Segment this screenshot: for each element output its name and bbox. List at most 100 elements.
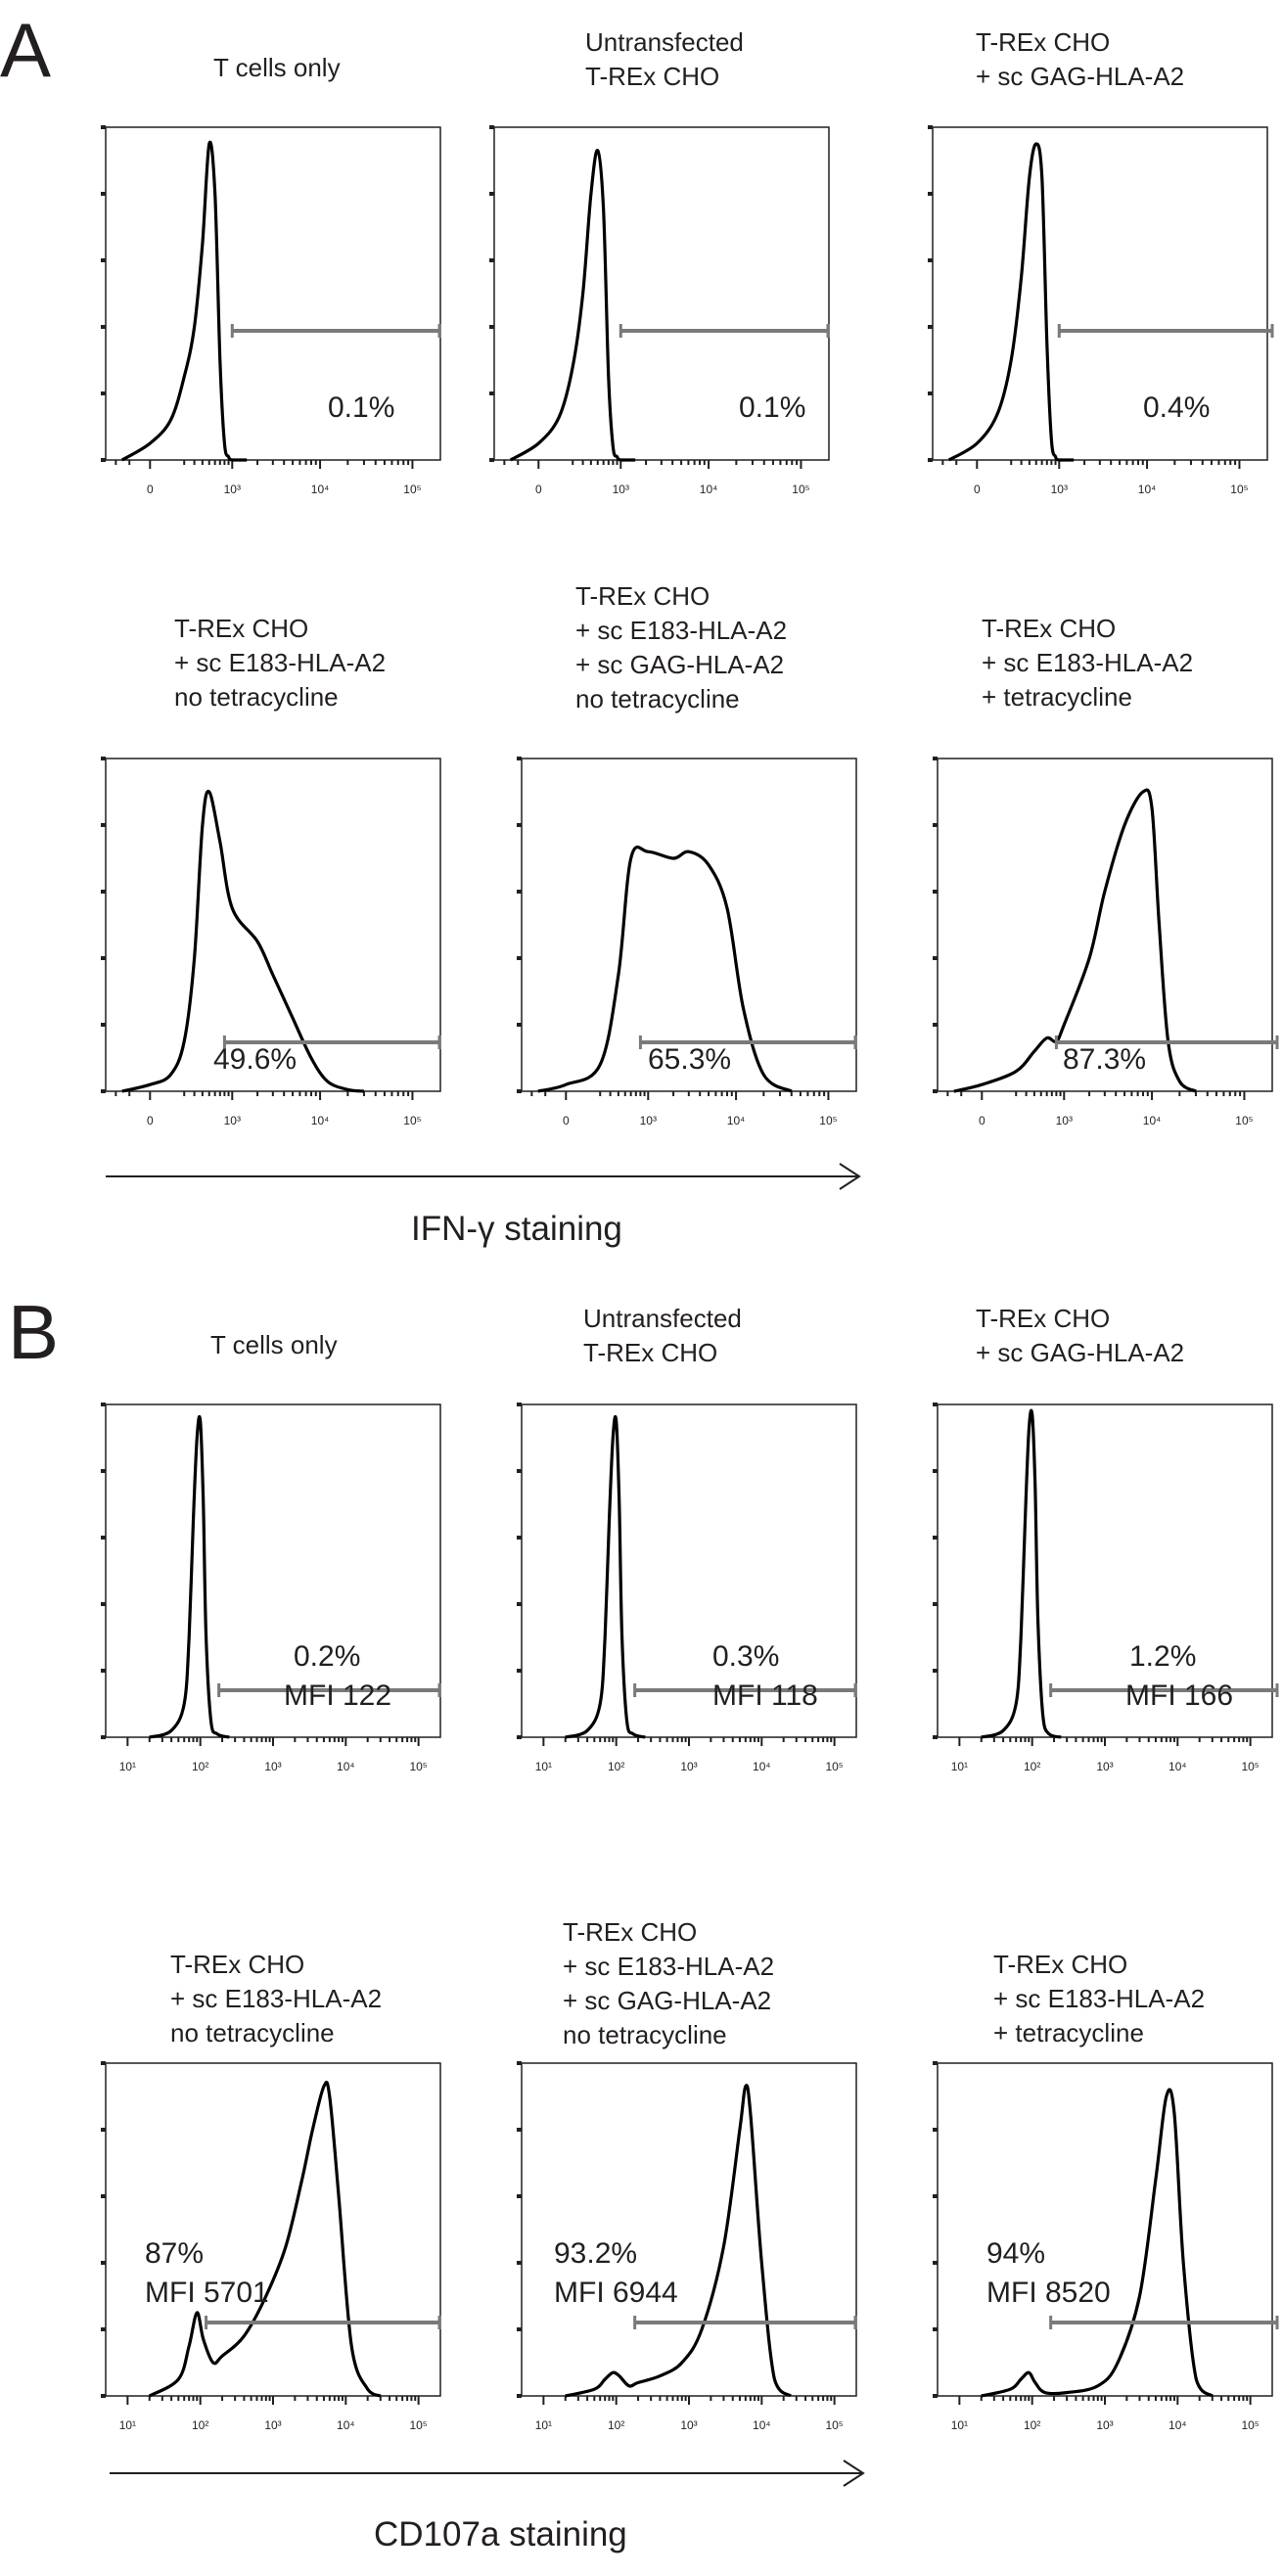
panel-letter-a: A [0,7,52,93]
x-tick-label: 10¹ [951,1760,968,1773]
gate-percentage-label: 1.2% [1129,1640,1197,1673]
plot-title: T-REx CHO + sc E183-HLA-A2 no tetracycline [174,612,386,714]
x-tick-label: 10² [192,1760,208,1773]
gate-percentage-label: 0.3% [712,1640,780,1673]
x-tick-label: 10³ [1096,2418,1113,2432]
histogram-curve [121,789,365,1093]
mfi-label: MFI 8520 [986,2277,1111,2309]
x-tick-label: 10⁵ [409,2418,427,2432]
x-tick-label: 0 [974,483,981,496]
x-tick-label: 10⁴ [1138,483,1157,496]
plot-title: T-REx CHO + sc E183-HLA-A2 + tetracycline [993,1948,1205,2050]
plot-title-line: + sc E183-HLA-A2 [982,648,1194,677]
plot-title-line: + sc E183-HLA-A2 [575,616,788,645]
x-tick-label: 10⁵ [1230,483,1248,496]
plot-title-line: T-REx CHO [993,1950,1128,1979]
plot-title-line: + sc E183-HLA-A2 [563,1952,775,1981]
x-axis-label-a: IFN-γ staining [411,1210,622,1248]
histogram-plot: 10¹ 10² 10³ 10⁴ 10⁵ [933,2061,1279,2432]
histogram-curve [148,2080,382,2398]
plot-title: Untransfected T-REx CHO [583,1302,742,1370]
panel-letter-b: B [8,1289,60,1375]
x-tick-label: 10⁴ [1168,1760,1187,1773]
x-tick-label: 10⁵ [1235,1114,1253,1127]
plot-title-line: T-REx CHO [583,1338,718,1367]
plot-title: T-REx CHO + sc E183-HLA-A2 + sc GAG-HLA-A2… [575,579,787,716]
histogram-plot: 10¹ 10² 10³ 10⁴ 10⁵ [101,1403,441,1773]
histogram-plot: 10¹ 10² 10³ 10⁴ 10⁵ [101,2061,441,2432]
x-tick-label: 10¹ [951,2418,968,2432]
x-tick-label: 10³ [264,2418,281,2432]
x-tick-label: 10³ [1056,1114,1073,1127]
x-tick-label: 10¹ [119,2418,136,2432]
x-tick-label: 10⁴ [337,1760,355,1773]
x-axis-label-b: CD107a staining [374,2515,627,2553]
histogram-curve [120,140,248,462]
x-tick-label: 10³ [680,2418,697,2432]
x-tick-label: 0 [535,483,542,496]
x-tick-label: 10⁴ [1168,2418,1187,2432]
plot-title-line: no tetracycline [563,2020,727,2049]
histogram-curve [981,1408,1062,1739]
histogram-curve [981,2088,1214,2398]
plot-title-line: T cells only [210,1330,338,1359]
histogram-curve [565,2084,793,2398]
plot-title-line: no tetracycline [575,684,740,713]
histogram-plot: 0 10³ 10⁴ 10⁵ [489,125,830,496]
x-tick-label: 10⁴ [727,1114,746,1127]
x-tick-label: 10³ [613,483,629,496]
mfi-label: MFI 118 [712,1679,818,1712]
x-tick-label: 10² [192,2418,208,2432]
x-tick-label: 10² [608,1760,624,1773]
gate-percentage-label: 0.2% [294,1640,361,1673]
gate-percentage-label: 0.4% [1143,391,1211,424]
plot-title-line: + sc GAG-HLA-A2 [976,1338,1185,1367]
x-tick-label: 10⁴ [753,2418,771,2432]
plot-title-line: + sc GAG-HLA-A2 [976,62,1185,91]
x-tick-label: 10⁵ [403,483,421,496]
x-tick-label: 10⁵ [403,1114,421,1127]
plot-title-line: T-REx CHO [585,62,720,91]
x-tick-label: 10⁴ [311,483,330,496]
plot-title-line: T-REx CHO [174,614,309,643]
gate-percentage-label: 0.1% [739,391,806,424]
x-tick-label: 0 [147,483,154,496]
plot-title-line: + sc E183-HLA-A2 [170,1984,383,2013]
histogram-plot: 0 10³ 10⁴ 10⁵ [101,125,441,496]
plot-title-line: + sc GAG-HLA-A2 [563,1986,772,2015]
plot-title-line: + sc GAG-HLA-A2 [575,650,785,679]
histogram-curve [953,788,1197,1093]
x-tick-label: 10⁴ [1143,1114,1162,1127]
histogram-plot: 0 10³ 10⁴ 10⁵ [933,757,1279,1127]
histogram-curve [947,142,1075,462]
histogram-plot: 0 10³ 10⁴ 10⁵ [517,757,857,1127]
x-tick-label: 0 [979,1114,985,1127]
mfi-label: MFI 166 [1125,1679,1234,1712]
plot-title: T cells only [210,1328,338,1362]
x-tick-label: 10⁵ [409,1760,427,1773]
plot-title-line: no tetracycline [170,2018,335,2047]
mfi-label: MFI 5701 [145,2277,269,2309]
plot-title-line: T-REx CHO [976,1304,1111,1333]
plot-title-line: T-REx CHO [575,581,710,611]
plot-frame [521,2062,857,2397]
x-tick-label: 10⁵ [1241,1760,1259,1773]
x-tick-label: 10² [608,2418,624,2432]
x-tick-label: 10⁵ [1241,2418,1259,2432]
plot-frame [932,126,1268,461]
histogram-curve [565,1414,646,1739]
histogram-curve [149,1414,230,1739]
plot-title-line: T-REx CHO [982,614,1117,643]
histogram-plot: 10¹ 10² 10³ 10⁴ 10⁵ [933,1403,1279,1773]
plot-title: T-REx CHO + sc GAG-HLA-A2 [976,25,1184,94]
plot-title-line: no tetracycline [174,682,339,712]
gate-percentage-label: 65.3% [648,1043,732,1076]
histogram-curve [537,846,793,1093]
x-tick-label: 10¹ [535,2418,552,2432]
plot-title-line: + sc E183-HLA-A2 [993,1984,1206,2013]
x-tick-label: 10³ [224,483,241,496]
x-tick-label: 10³ [1096,1760,1113,1773]
mfi-label: MFI 122 [284,1679,392,1712]
plot-title-line: T-REx CHO [563,1917,698,1947]
